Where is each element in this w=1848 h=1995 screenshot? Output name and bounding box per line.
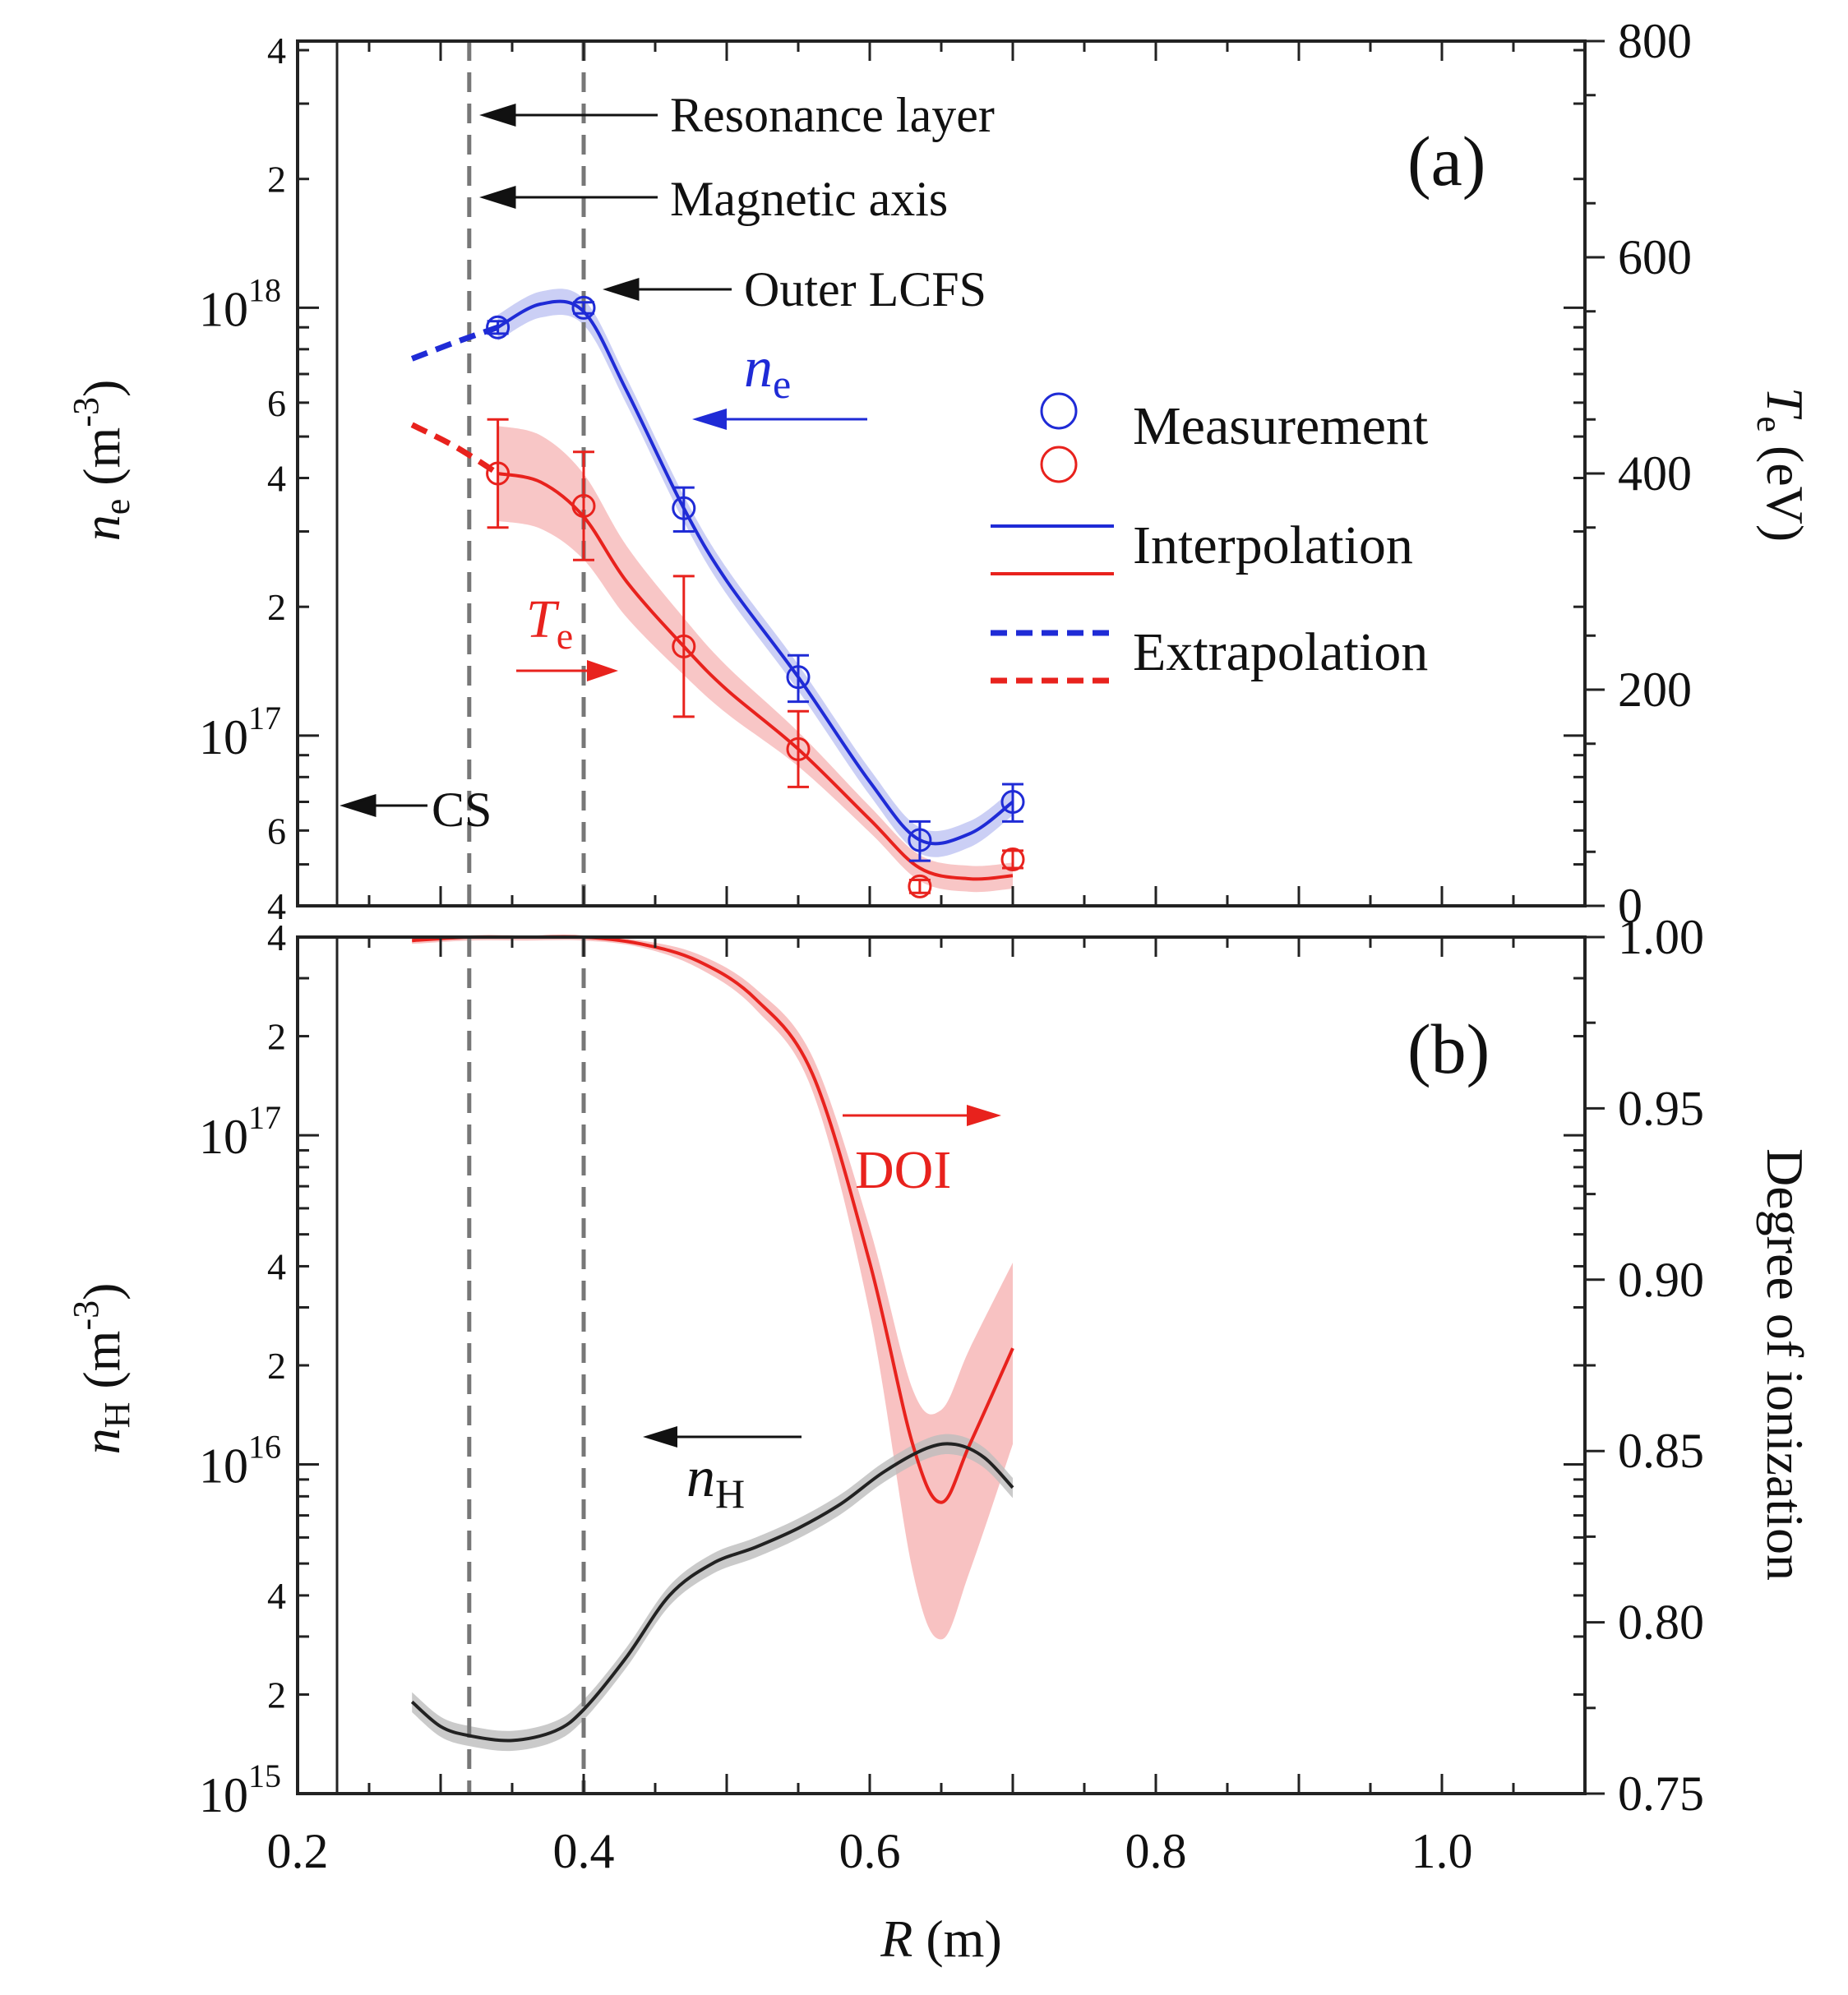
right-y-tick-label: 0.80	[1618, 1596, 1704, 1650]
x-tick-label: 0.2	[267, 1824, 329, 1878]
panel-b-right-axis-title: Degree of ionization	[1756, 1148, 1814, 1581]
x-tick-label: 0.4	[553, 1824, 615, 1878]
n_e-measurement-point	[672, 496, 696, 520]
panel-b: 0.2 0.4 0.6 0.8 1.0 4 2 1017 4 2 1016 4 2 1015 1.00 0.9…	[66, 910, 1814, 1968]
legend-extrapolation-label: Extrapolation	[1133, 622, 1428, 682]
right-y-tick-label: 800	[1618, 14, 1692, 68]
n_e-measurement-point	[786, 665, 811, 690]
y-minor-tick-label: 4	[267, 917, 286, 958]
y-minor-tick-label: 2	[267, 1345, 286, 1387]
doi-label: DOI	[855, 1140, 951, 1200]
panel-a-left-axis-title: ne (m-3)	[66, 380, 137, 542]
n_e-measurement-point	[1000, 790, 1025, 815]
panel-a-right-axis-title: Te (eV)	[1749, 387, 1814, 542]
y-major-tick-label: 1017	[199, 1099, 281, 1164]
right-y-tick-label: 200	[1618, 663, 1692, 717]
right-y-tick-label: 1.00	[1618, 910, 1704, 964]
panel-a-tag: (a)	[1407, 122, 1485, 201]
x-tick-label: 0.8	[1125, 1824, 1187, 1878]
y-minor-tick-label: 6	[267, 810, 286, 852]
legend-measurement-label: Measurement	[1133, 396, 1428, 456]
x-tick-label: 0.6	[839, 1824, 901, 1878]
T_e-band	[497, 426, 1013, 893]
annotation-cs: CS	[432, 783, 492, 837]
panel-b-left-axis-title: nH (m-3)	[66, 1283, 137, 1455]
y-major-tick-label: 1015	[199, 1757, 281, 1822]
y-major-tick-label: 1018	[199, 271, 281, 336]
ne-series-label: ne	[692, 336, 867, 430]
nh-label: nH	[686, 1446, 745, 1517]
y-minor-tick-label: 2	[267, 586, 286, 628]
annotation-arrows	[340, 103, 732, 818]
T_e-measurement-point	[486, 461, 511, 486]
legend-measurement-blue-marker	[1040, 392, 1078, 430]
y-minor-tick-label: 4	[267, 1575, 286, 1617]
right-y-tick-label: 0	[1618, 879, 1642, 933]
y-minor-tick-label: 6	[267, 382, 286, 424]
nh-series-label: nH	[643, 1426, 802, 1517]
right-y-tick-label: 400	[1618, 446, 1692, 501]
legend: Measurement Interpolation Extrapolation	[991, 392, 1428, 684]
right-y-tick-label: 0.90	[1618, 1253, 1704, 1307]
T_e-measurement-point	[571, 493, 596, 518]
annotation-outer-lcfs: Outer LCFS	[744, 262, 986, 316]
n_e-measurement-point	[486, 315, 511, 339]
T_e-measurement-point	[1000, 847, 1025, 871]
doi-band	[412, 936, 1013, 1640]
T_e-measurement-point	[672, 634, 696, 658]
doi-series-label: DOI	[843, 1105, 1001, 1200]
legend-measurement-red-marker	[1040, 446, 1078, 483]
n_e-measurement-point	[908, 828, 932, 852]
te-series-label: Te	[516, 589, 618, 681]
annotation-resonance-layer: Resonance layer	[670, 88, 995, 142]
y-minor-tick-label: 2	[267, 1016, 286, 1058]
y-minor-tick-label: 4	[267, 30, 286, 72]
right-y-tick-label: 0.85	[1618, 1424, 1704, 1478]
y-minor-tick-label: 2	[267, 1674, 286, 1716]
y-minor-tick-label: 2	[267, 159, 286, 201]
x-tick-label: 1.0	[1411, 1824, 1473, 1878]
T_e-measurement-point	[786, 737, 811, 761]
y-minor-tick-label: 4	[267, 458, 286, 500]
right-y-tick-label: 0.75	[1618, 1766, 1704, 1821]
right-y-tick-label: 600	[1618, 230, 1692, 284]
T_e-measurement-point	[908, 874, 932, 898]
T_e-interpolation-line	[497, 472, 1014, 881]
te-label: Te	[526, 589, 573, 657]
n_e-measurement-point	[571, 295, 596, 320]
x-axis-title: R (m)	[880, 1910, 1002, 1968]
panel-b-tag: (b)	[1407, 1009, 1490, 1088]
right-y-tick-label: 0.95	[1618, 1081, 1704, 1135]
legend-interpolation-label: Interpolation	[1133, 515, 1413, 575]
y-minor-tick-label: 4	[267, 1245, 286, 1287]
y-major-tick-label: 1017	[199, 700, 281, 764]
y-major-tick-label: 1016	[199, 1429, 281, 1494]
y-minor-tick-label: 4	[267, 885, 286, 927]
annotation-magnetic-axis: Magnetic axis	[670, 172, 948, 226]
nh-line	[410, 1442, 1014, 1743]
panel-a: 4 2 1018 6 4 2 1017 6 4 0 200 400 600 800 (a) Resonan…	[66, 14, 1814, 933]
ne-label: ne	[744, 336, 791, 407]
